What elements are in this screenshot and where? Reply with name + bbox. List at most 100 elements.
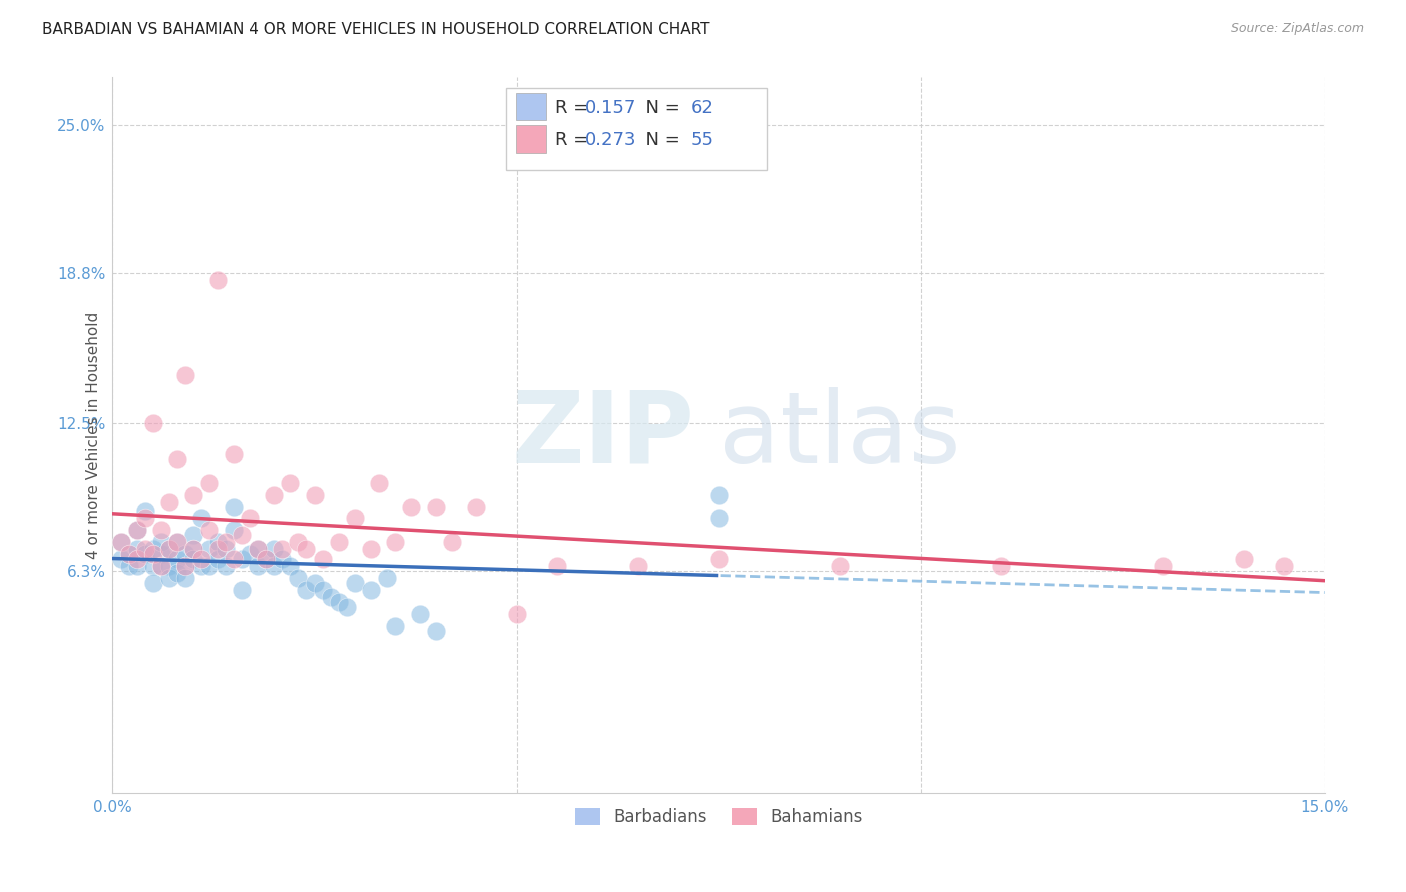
Point bbox=[142, 575, 165, 590]
Point bbox=[190, 559, 212, 574]
Point bbox=[360, 582, 382, 597]
Point bbox=[246, 542, 269, 557]
Point bbox=[278, 475, 301, 490]
Point bbox=[1272, 559, 1295, 574]
Point bbox=[198, 559, 221, 574]
Point bbox=[271, 542, 294, 557]
Point bbox=[384, 619, 406, 633]
Point bbox=[990, 559, 1012, 574]
Point bbox=[166, 535, 188, 549]
Point bbox=[304, 488, 326, 502]
Point bbox=[198, 542, 221, 557]
Point bbox=[181, 552, 204, 566]
Point bbox=[181, 542, 204, 557]
Point bbox=[222, 447, 245, 461]
Point bbox=[254, 552, 277, 566]
Point bbox=[149, 524, 172, 538]
Point bbox=[231, 552, 253, 566]
Point bbox=[311, 552, 333, 566]
Text: 0.157: 0.157 bbox=[585, 99, 637, 117]
Point bbox=[166, 552, 188, 566]
Point bbox=[118, 559, 141, 574]
Point bbox=[246, 559, 269, 574]
Point bbox=[149, 559, 172, 574]
Point bbox=[190, 511, 212, 525]
Point bbox=[214, 535, 236, 549]
Point bbox=[174, 368, 197, 383]
Point bbox=[222, 524, 245, 538]
Point bbox=[246, 542, 269, 557]
Point bbox=[1233, 552, 1256, 566]
Text: 62: 62 bbox=[690, 99, 714, 117]
Point bbox=[134, 542, 156, 557]
Point bbox=[142, 559, 165, 574]
Point bbox=[231, 528, 253, 542]
Text: 0.273: 0.273 bbox=[585, 131, 637, 149]
Point bbox=[311, 582, 333, 597]
Point bbox=[157, 495, 180, 509]
Point bbox=[142, 416, 165, 430]
Point bbox=[707, 488, 730, 502]
Text: Source: ZipAtlas.com: Source: ZipAtlas.com bbox=[1230, 22, 1364, 36]
Point bbox=[360, 542, 382, 557]
Point bbox=[828, 559, 851, 574]
Point bbox=[319, 590, 342, 604]
FancyBboxPatch shape bbox=[516, 126, 547, 153]
Point bbox=[222, 552, 245, 566]
Point bbox=[295, 582, 318, 597]
Text: N =: N = bbox=[634, 131, 685, 149]
FancyBboxPatch shape bbox=[516, 93, 547, 120]
Point bbox=[214, 559, 236, 574]
Point bbox=[110, 535, 132, 549]
Point bbox=[222, 500, 245, 514]
Point bbox=[707, 511, 730, 525]
Point bbox=[149, 547, 172, 561]
Point bbox=[125, 552, 148, 566]
Point bbox=[231, 582, 253, 597]
Point bbox=[181, 528, 204, 542]
Point bbox=[239, 547, 262, 561]
Legend: Barbadians, Bahamians: Barbadians, Bahamians bbox=[567, 799, 870, 834]
Point bbox=[263, 542, 285, 557]
Point bbox=[401, 500, 423, 514]
Point bbox=[174, 571, 197, 585]
Point bbox=[190, 552, 212, 566]
Y-axis label: 4 or more Vehicles in Household: 4 or more Vehicles in Household bbox=[86, 311, 101, 558]
Point bbox=[254, 552, 277, 566]
Point bbox=[295, 542, 318, 557]
Point bbox=[134, 547, 156, 561]
Text: BARBADIAN VS BAHAMIAN 4 OR MORE VEHICLES IN HOUSEHOLD CORRELATION CHART: BARBADIAN VS BAHAMIAN 4 OR MORE VEHICLES… bbox=[42, 22, 710, 37]
Point bbox=[198, 524, 221, 538]
Point bbox=[263, 488, 285, 502]
Point bbox=[408, 607, 430, 621]
Text: atlas: atlas bbox=[718, 386, 960, 483]
Point bbox=[207, 535, 229, 549]
Text: 55: 55 bbox=[690, 131, 714, 149]
Point bbox=[287, 535, 309, 549]
Point bbox=[125, 542, 148, 557]
Point bbox=[157, 559, 180, 574]
Point bbox=[181, 488, 204, 502]
Point bbox=[142, 542, 165, 557]
Point bbox=[505, 607, 527, 621]
Point bbox=[627, 559, 650, 574]
Point bbox=[110, 552, 132, 566]
Point bbox=[271, 552, 294, 566]
Point bbox=[278, 559, 301, 574]
Point bbox=[134, 504, 156, 518]
Point bbox=[707, 552, 730, 566]
Point bbox=[157, 542, 180, 557]
Point bbox=[207, 273, 229, 287]
Point bbox=[174, 559, 197, 574]
Text: ZIP: ZIP bbox=[512, 386, 695, 483]
Point bbox=[328, 595, 350, 609]
FancyBboxPatch shape bbox=[506, 88, 768, 170]
Point bbox=[263, 559, 285, 574]
Point bbox=[134, 511, 156, 525]
Point bbox=[343, 511, 366, 525]
Point bbox=[465, 500, 488, 514]
Point bbox=[384, 535, 406, 549]
Point bbox=[287, 571, 309, 585]
Point bbox=[125, 524, 148, 538]
Point bbox=[149, 535, 172, 549]
